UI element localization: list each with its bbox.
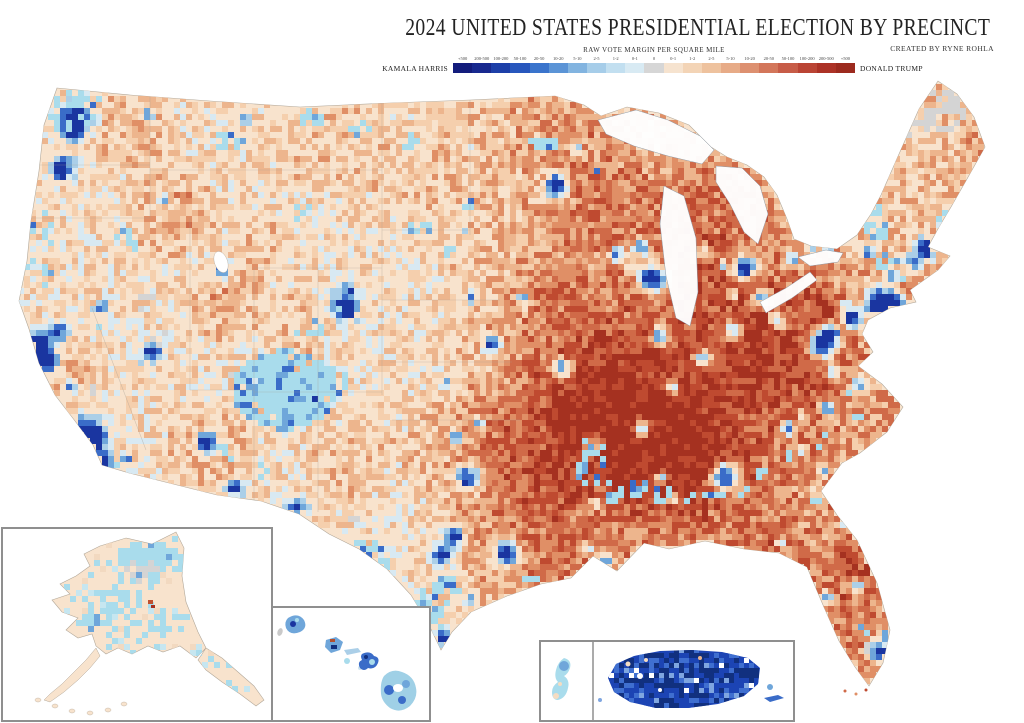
legend-tick-label: 10-20 <box>553 56 564 61</box>
legend-swatch <box>567 63 587 73</box>
legend-tick-label: 0-1 <box>631 56 638 61</box>
legend-swatch <box>529 63 549 73</box>
legend-swatch <box>835 63 855 73</box>
legend-swatch <box>701 63 721 73</box>
page-title: 2024 UNITED STATES PRESIDENTIAL ELECTION… <box>405 14 991 41</box>
legend-swatch <box>472 63 492 73</box>
legend-tick-label: 5-10 <box>573 56 582 61</box>
legend-tick-label: 1-2 <box>612 56 619 61</box>
legend-tick-label: 0-1 <box>670 56 677 61</box>
legend-swatch <box>606 63 626 73</box>
trump-label: DONALD TRUMP <box>860 64 923 73</box>
legend-swatch <box>740 63 760 73</box>
legend-swatch <box>548 63 568 73</box>
legend-tick-label: 20-50 <box>533 56 545 61</box>
hawaii-inset <box>271 606 431 722</box>
legend-tick-label: 10-20 <box>744 56 755 61</box>
legend-tick-label: 20-50 <box>763 56 775 61</box>
legend-swatch <box>778 63 798 73</box>
alaska-inset <box>1 527 273 722</box>
legend-tick-label: 5-10 <box>726 56 735 61</box>
legend-swatch <box>453 63 473 73</box>
legend-swatch <box>759 63 779 73</box>
us-map <box>18 80 986 696</box>
harris-label: KAMALA HARRIS <box>382 64 448 73</box>
legend-swatch <box>797 63 817 73</box>
legend-tick-label: 50-100 <box>781 56 795 61</box>
legend-swatch <box>586 63 607 73</box>
legend-swatch <box>644 63 664 73</box>
legend-swatch <box>682 63 702 73</box>
legend-tick-label: 50-100 <box>513 56 527 61</box>
legend-subtitle: RAW VOTE MARGIN PER SQUARE MILE <box>583 46 725 54</box>
legend-tick-label: 1-2 <box>689 56 696 61</box>
legend-tick-label: 100-200 <box>493 56 509 61</box>
legend-swatch <box>720 63 741 73</box>
legend-colorbar <box>453 63 855 73</box>
legend-tick-label: 0 <box>652 56 656 61</box>
territories-inset <box>539 640 795 722</box>
legend-swatch <box>816 63 836 73</box>
credit-text: CREATED BY RYNE ROHLA <box>890 44 994 53</box>
legend-tick-label: 100-200 <box>799 56 815 61</box>
legend-swatch <box>663 63 683 73</box>
legend-tick-label: 2-5 <box>593 56 600 61</box>
legend-swatch <box>625 63 645 73</box>
guam-map <box>552 658 571 700</box>
legend-tick-label: 200-500 <box>474 56 490 61</box>
legend-swatch <box>510 63 530 73</box>
legend-tick-label: 2-5 <box>708 56 715 61</box>
legend-swatch <box>491 63 511 73</box>
legend-tick-label: +500 <box>457 56 468 61</box>
legend-tick-labels: +500 200-500 100-200 50-100 20-50 10-20 5-10 2-… <box>453 55 855 62</box>
puerto-rico-map <box>598 650 784 708</box>
legend-tick-label: +500 <box>840 56 851 61</box>
legend-tick-label: 200-500 <box>818 56 834 61</box>
